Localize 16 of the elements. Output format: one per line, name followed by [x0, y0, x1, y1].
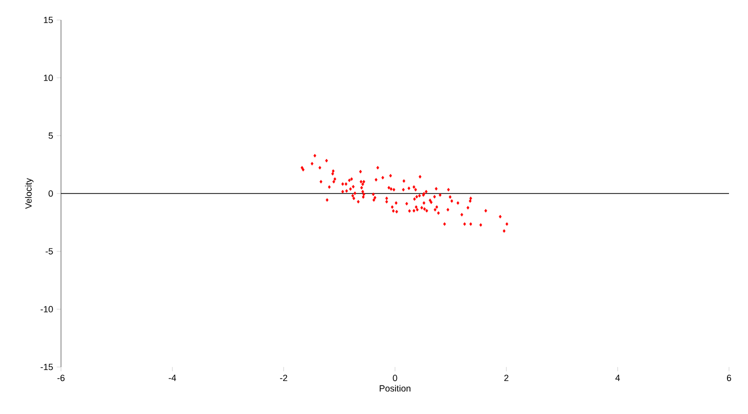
- x-tick-label: 4: [615, 374, 620, 381]
- x-tick-label: 2: [504, 374, 508, 382]
- x-axis-title: Position: [380, 384, 410, 392]
- y-tick-label: 15: [44, 16, 53, 24]
- y-tick-label: 0: [48, 190, 53, 197]
- x-tick-label: -4: [168, 374, 176, 381]
- y-tick-label: 10: [44, 74, 53, 82]
- x-tick-label: 6: [726, 374, 732, 382]
- y-tick-label: -5: [46, 248, 53, 254]
- x-tick-label: -2: [280, 374, 288, 382]
- y-tick-label: -15: [40, 364, 53, 370]
- y-tick-label: -10: [40, 306, 53, 312]
- x-tick-label: 0: [392, 374, 398, 382]
- y-axis-title: Velocity: [25, 178, 34, 209]
- x-tick-label: -6: [57, 374, 65, 382]
- y-tick-label: 5: [48, 132, 53, 139]
